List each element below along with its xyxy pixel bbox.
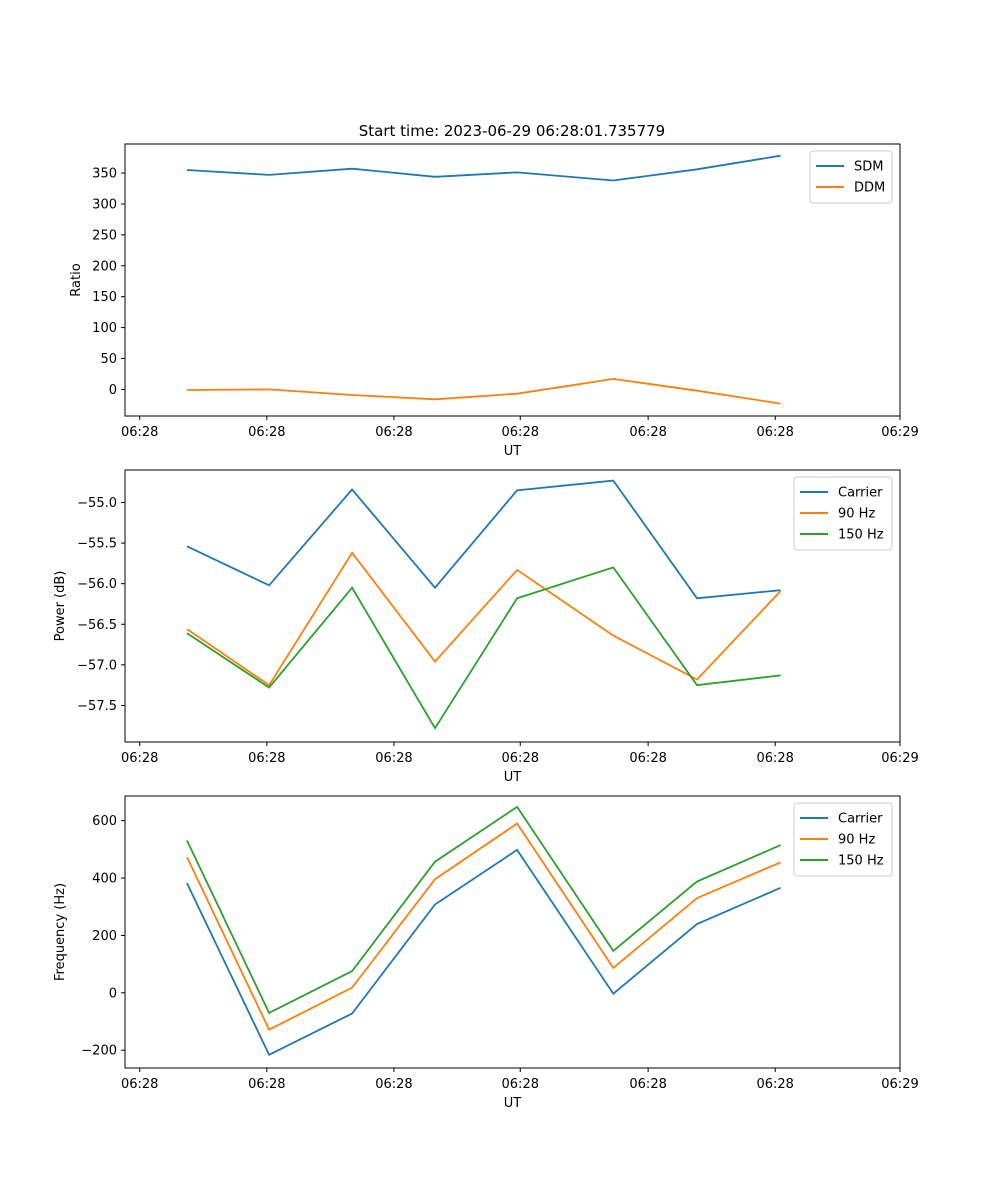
legend-label: Carrier — [838, 486, 883, 501]
x-tick-label: 06:28 — [121, 1077, 158, 1092]
series-line-sdm — [186, 154, 781, 182]
y-tick-label: −57.0 — [77, 658, 117, 673]
y-tick-label: −57.5 — [77, 699, 117, 714]
x-tick-label: 06:28 — [375, 751, 412, 766]
legend-box — [793, 802, 893, 877]
x-tick-label: 06:28 — [502, 1077, 539, 1092]
y-tick-label: 250 — [92, 228, 117, 243]
y-tick-label: 0 — [109, 986, 117, 1001]
x-tick-label: 06:28 — [121, 425, 158, 440]
x-tick-label: 06:28 — [629, 425, 666, 440]
axes-frame — [124, 143, 901, 417]
y-axis-label: Ratio — [69, 263, 84, 296]
y-tick-label: 0 — [109, 383, 117, 398]
y-tick-label: 600 — [92, 814, 117, 829]
x-tick-label: 06:28 — [375, 425, 412, 440]
panels: 0 50 100 150 200 250 300 350 06:28 06:28 06:28 06:2… — [53, 143, 919, 1111]
axes-frame — [124, 469, 901, 743]
y-tick-label: 100 — [92, 321, 117, 336]
x-tick-label: 06:28 — [629, 751, 666, 766]
legend-label: SDM — [854, 160, 883, 175]
y-axis-label: Power (dB) — [53, 571, 68, 642]
axes-frame — [124, 795, 901, 1069]
x-tick-label: 06:29 — [881, 425, 918, 440]
x-tick-label: 06:28 — [756, 1077, 793, 1092]
y-axis-label: Frequency (Hz) — [53, 883, 68, 981]
legend-label: 90 Hz — [838, 507, 875, 522]
series-line-90-hz — [186, 551, 782, 687]
x-tick-label: 06:29 — [881, 751, 918, 766]
y-tick-label: −56.0 — [77, 577, 117, 592]
legend: Carrier 90 Hz 150 Hz — [793, 476, 893, 551]
y-tick-label: 350 — [92, 167, 117, 182]
y-tick-label: 50 — [100, 352, 117, 367]
chart-panel-3: −200 0 200 400 600 06:28 06:28 06:28 06:28 06:28 0… — [53, 795, 919, 1111]
y-tick-label: 400 — [92, 872, 117, 887]
y-tick-label: −200 — [81, 1044, 117, 1059]
series-line-90-hz — [186, 822, 781, 1031]
x-tick-label: 06:29 — [881, 1077, 918, 1092]
legend-box — [793, 476, 893, 551]
legend-label: Carrier — [838, 812, 883, 827]
legend-label: 90 Hz — [838, 833, 875, 848]
x-tick-label: 06:28 — [121, 751, 158, 766]
y-tick-label: 300 — [92, 197, 117, 212]
x-tick-label: 06:28 — [502, 425, 539, 440]
x-tick-label: 06:28 — [502, 751, 539, 766]
x-axis-label: UT — [504, 1096, 522, 1111]
y-tick-label: 150 — [92, 290, 117, 305]
legend-box — [809, 150, 893, 204]
series-line-carrier — [186, 848, 781, 1057]
series-line-150-hz — [186, 566, 781, 730]
y-tick-label: −55.5 — [77, 537, 117, 552]
x-tick-label: 06:28 — [248, 1077, 285, 1092]
x-tick-label: 06:28 — [629, 1077, 666, 1092]
series-line-carrier — [186, 479, 781, 600]
y-tick-label: 200 — [92, 929, 117, 944]
legend: Carrier 90 Hz 150 Hz — [793, 802, 893, 877]
figure-title: Start time: 2023-06-29 06:28:01.735779 — [359, 122, 665, 140]
x-tick-label: 06:28 — [248, 425, 285, 440]
legend-label: DDM — [854, 181, 885, 196]
x-tick-label: 06:28 — [248, 751, 285, 766]
x-tick-label: 06:28 — [756, 751, 793, 766]
chart-panel-2: −57.5 −57.0 −56.5 −56.0 −55.5 −55.0 06:28 06:28… — [53, 469, 919, 785]
legend-label: 150 Hz — [838, 528, 884, 543]
x-tick-label: 06:28 — [756, 425, 793, 440]
legend-label: 150 Hz — [838, 854, 884, 869]
y-tick-label: 200 — [92, 259, 117, 274]
y-tick-label: −55.0 — [77, 496, 117, 511]
series-line-150-hz — [186, 805, 781, 1015]
x-axis-label: UT — [504, 770, 522, 785]
legend: SDM DDM — [809, 150, 893, 204]
x-axis-label: UT — [504, 444, 522, 459]
series-line-ddm — [186, 377, 781, 405]
chart-panel-1: 0 50 100 150 200 250 300 350 06:28 06:28 06:28 06:2… — [69, 143, 919, 459]
y-tick-label: −56.5 — [77, 618, 117, 633]
x-tick-label: 06:28 — [375, 1077, 412, 1092]
